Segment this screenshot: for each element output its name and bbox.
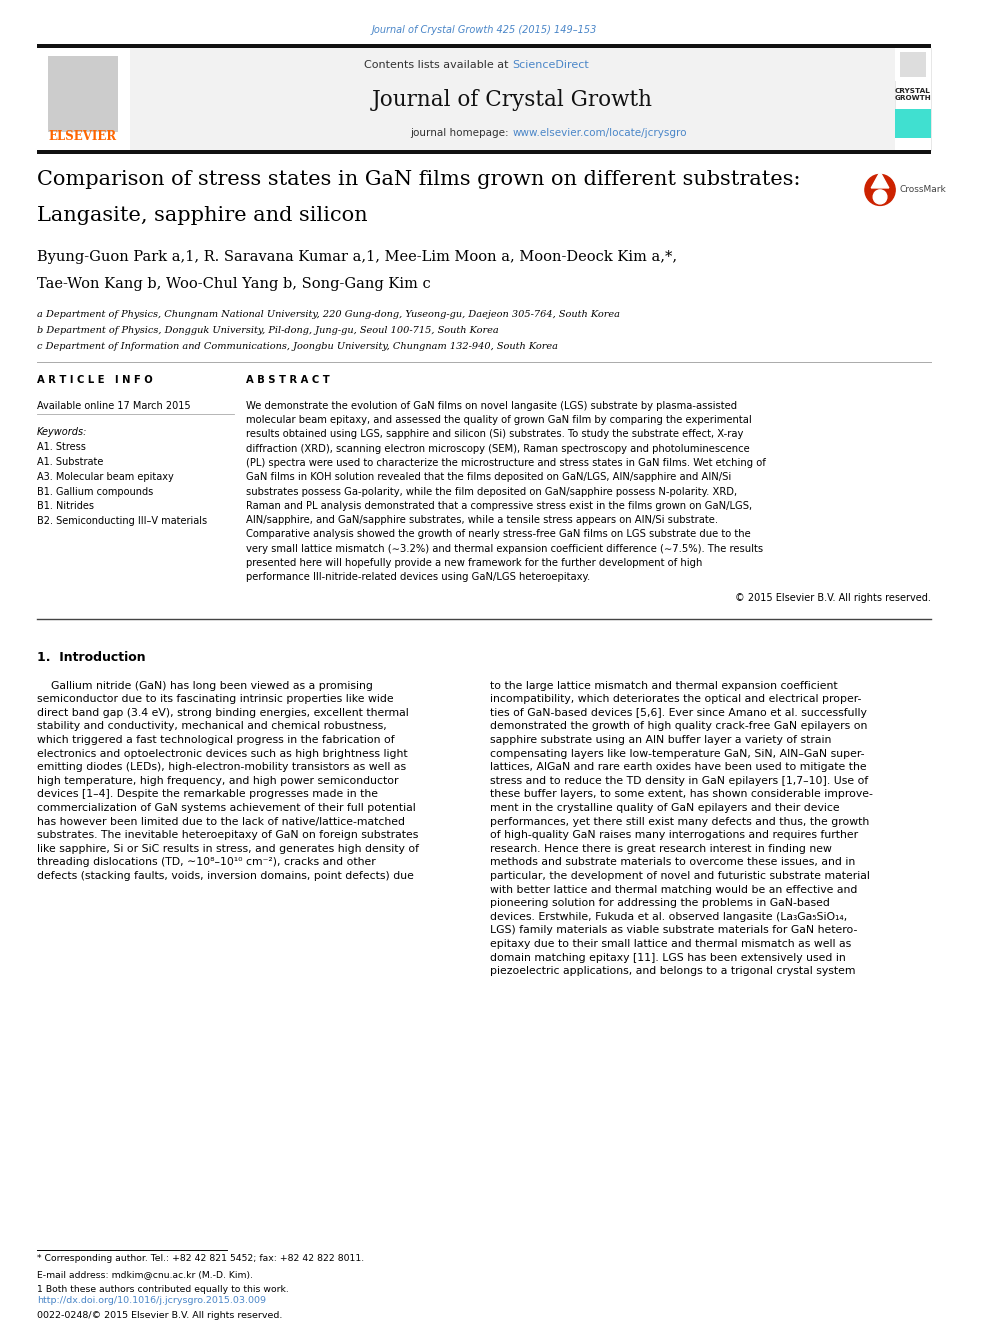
Text: A B S T R A C T: A B S T R A C T: [246, 374, 329, 385]
Circle shape: [865, 175, 895, 205]
Text: http://dx.doi.org/10.1016/j.jcrysgro.2015.03.009: http://dx.doi.org/10.1016/j.jcrysgro.201…: [37, 1297, 266, 1306]
Text: demonstrated the growth of high quality crack-free GaN epilayers on: demonstrated the growth of high quality …: [490, 721, 867, 732]
Text: We demonstrate the evolution of GaN films on novel langasite (LGS) substrate by : We demonstrate the evolution of GaN film…: [246, 401, 737, 411]
Text: direct band gap (3.4 eV), strong binding energies, excellent thermal: direct band gap (3.4 eV), strong binding…: [37, 708, 409, 718]
Bar: [895, 48, 930, 149]
Text: ties of GaN-based devices [5,6]. Ever since Amano et al. successfully: ties of GaN-based devices [5,6]. Ever si…: [490, 708, 867, 718]
Text: Raman and PL analysis demonstrated that a compressive stress exist in the films : Raman and PL analysis demonstrated that …: [246, 501, 752, 511]
Text: Comparative analysis showed the growth of nearly stress-free GaN films on LGS su: Comparative analysis showed the growth o…: [246, 529, 751, 540]
Text: emitting diodes (LEDs), high-electron-mobility transistors as well as: emitting diodes (LEDs), high-electron-mo…: [37, 762, 406, 773]
Text: © 2015 Elsevier B.V. All rights reserved.: © 2015 Elsevier B.V. All rights reserved…: [735, 593, 930, 603]
Text: 1 Both these authors contributed equally to this work.: 1 Both these authors contributed equally…: [37, 1285, 289, 1294]
Text: diffraction (XRD), scanning electron microscopy (SEM), Raman spectroscopy and ph: diffraction (XRD), scanning electron mic…: [246, 443, 750, 454]
Text: Tae-Won Kang b, Woo-Chul Yang b, Song-Gang Kim c: Tae-Won Kang b, Woo-Chul Yang b, Song-Ga…: [37, 277, 431, 291]
Text: B2. Semiconducting III–V materials: B2. Semiconducting III–V materials: [37, 516, 207, 527]
Text: performances, yet there still exist many defects and thus, the growth: performances, yet there still exist many…: [490, 816, 869, 827]
Text: devices [1–4]. Despite the remarkable progresses made in the: devices [1–4]. Despite the remarkable pr…: [37, 790, 378, 799]
Text: semiconductor due to its fascinating intrinsic properties like wide: semiconductor due to its fascinating int…: [37, 695, 394, 704]
Text: Journal of Crystal Growth 425 (2015) 149–153: Journal of Crystal Growth 425 (2015) 149…: [371, 25, 596, 34]
Text: threading dislocations (TD, ∼10⁸–10¹⁰ cm⁻²), cracks and other: threading dislocations (TD, ∼10⁸–10¹⁰ cm…: [37, 857, 376, 868]
Text: Journal of Crystal Growth: Journal of Crystal Growth: [372, 89, 653, 111]
Text: to the large lattice mismatch and thermal expansion coefficient: to the large lattice mismatch and therma…: [490, 680, 837, 691]
Text: c Department of Information and Communications, Joongbu University, Chungnam 132: c Department of Information and Communic…: [37, 343, 558, 352]
Text: Comparison of stress states in GaN films grown on different substrates:: Comparison of stress states in GaN films…: [37, 169, 801, 189]
Text: b Department of Physics, Dongguk University, Pil-dong, Jung-gu, Seoul 100-715, S: b Department of Physics, Dongguk Univers…: [37, 325, 499, 335]
Text: these buffer layers, to some extent, has shown considerable improve-: these buffer layers, to some extent, has…: [490, 790, 873, 799]
Text: with better lattice and thermal matching would be an effective and: with better lattice and thermal matching…: [490, 885, 857, 894]
Text: presented here will hopefully provide a new framework for the further developmen: presented here will hopefully provide a …: [246, 558, 702, 568]
Text: Gallium nitride (GaN) has long been viewed as a promising: Gallium nitride (GaN) has long been view…: [37, 680, 373, 691]
Text: piezoelectric applications, and belongs to a trigonal crystal system: piezoelectric applications, and belongs …: [490, 966, 855, 976]
Text: results obtained using LGS, sapphire and silicon (Si) substrates. To study the s: results obtained using LGS, sapphire and…: [246, 430, 743, 439]
Text: research. Hence there is great research interest in finding new: research. Hence there is great research …: [490, 844, 831, 853]
Text: methods and substrate materials to overcome these issues, and in: methods and substrate materials to overc…: [490, 857, 855, 868]
Text: ment in the crystalline quality of GaN epilayers and their device: ment in the crystalline quality of GaN e…: [490, 803, 839, 812]
Bar: [37, 44, 930, 48]
Bar: [37, 48, 130, 149]
Text: LGS) family materials as viable substrate materials for GaN hetero-: LGS) family materials as viable substrat…: [490, 925, 857, 935]
Text: CRYSTAL
GROWTH: CRYSTAL GROWTH: [895, 89, 931, 102]
Text: epitaxy due to their small lattice and thermal mismatch as well as: epitaxy due to their small lattice and t…: [490, 939, 851, 949]
Text: AlN/sapphire, and GaN/sapphire substrates, while a tensile stress appears on AlN: AlN/sapphire, and GaN/sapphire substrate…: [246, 515, 718, 525]
Text: Available online 17 March 2015: Available online 17 March 2015: [37, 401, 190, 411]
Bar: [895, 48, 930, 81]
Text: Langasite, sapphire and silicon: Langasite, sapphire and silicon: [37, 206, 368, 225]
Text: stress and to reduce the TD density in GaN epilayers [1,7–10]. Use of: stress and to reduce the TD density in G…: [490, 775, 868, 786]
Text: incompatibility, which deteriorates the optical and electrical proper-: incompatibility, which deteriorates the …: [490, 695, 861, 704]
Bar: [895, 138, 930, 149]
Text: a Department of Physics, Chungnam National University, 220 Gung-dong, Yuseong-gu: a Department of Physics, Chungnam Nation…: [37, 310, 620, 319]
Text: substrates. The inevitable heteroepitaxy of GaN on foreign substrates: substrates. The inevitable heteroepitaxy…: [37, 830, 419, 840]
Text: substrates possess Ga-polarity, while the film deposited on GaN/sapphire possess: substrates possess Ga-polarity, while th…: [246, 487, 737, 496]
Text: electronics and optoelectronic devices such as high brightness light: electronics and optoelectronic devices s…: [37, 749, 408, 758]
Text: lattices, AlGaN and rare earth oxides have been used to mitigate the: lattices, AlGaN and rare earth oxides ha…: [490, 762, 866, 773]
Text: GaN films in KOH solution revealed that the films deposited on GaN/LGS, AlN/sapp: GaN films in KOH solution revealed that …: [246, 472, 731, 483]
Text: * Corresponding author. Tel.: +82 42 821 5452; fax: +82 42 822 8011.: * Corresponding author. Tel.: +82 42 821…: [37, 1254, 364, 1263]
Text: A R T I C L E   I N F O: A R T I C L E I N F O: [37, 374, 153, 385]
Text: defects (stacking faults, voids, inversion domains, point defects) due: defects (stacking faults, voids, inversi…: [37, 871, 414, 881]
Text: E-mail address: mdkim@cnu.ac.kr (M.-D. Kim).: E-mail address: mdkim@cnu.ac.kr (M.-D. K…: [37, 1270, 253, 1279]
Text: 0022-0248/© 2015 Elsevier B.V. All rights reserved.: 0022-0248/© 2015 Elsevier B.V. All right…: [37, 1311, 283, 1320]
Text: compensating layers like low-temperature GaN, SiN, AlN–GaN super-: compensating layers like low-temperature…: [490, 749, 864, 758]
Text: sapphire substrate using an AlN buffer layer a variety of strain: sapphire substrate using an AlN buffer l…: [490, 736, 831, 745]
Text: pioneering solution for addressing the problems in GaN-based: pioneering solution for addressing the p…: [490, 898, 829, 908]
Text: like sapphire, Si or SiC results in stress, and generates high density of: like sapphire, Si or SiC results in stre…: [37, 844, 419, 853]
Text: performance III-nitride-related devices using GaN/LGS heteroepitaxy.: performance III-nitride-related devices …: [246, 573, 590, 582]
Text: A3. Molecular beam epitaxy: A3. Molecular beam epitaxy: [37, 472, 174, 482]
Polygon shape: [871, 172, 889, 188]
Text: stability and conductivity, mechanical and chemical robustness,: stability and conductivity, mechanical a…: [37, 721, 387, 732]
Text: ScienceDirect: ScienceDirect: [512, 60, 589, 70]
Text: www.elsevier.com/locate/jcrysgro: www.elsevier.com/locate/jcrysgro: [512, 128, 686, 138]
Text: has however been limited due to the lack of native/lattice-matched: has however been limited due to the lack…: [37, 816, 405, 827]
Text: devices. Erstwhile, Fukuda et al. observed langasite (La₃Ga₅SiO₁₄,: devices. Erstwhile, Fukuda et al. observ…: [490, 912, 847, 922]
Text: domain matching epitaxy [11]. LGS has been extensively used in: domain matching epitaxy [11]. LGS has be…: [490, 953, 845, 963]
Text: very small lattice mismatch (∼3.2%) and thermal expansion coefficient difference: very small lattice mismatch (∼3.2%) and …: [246, 544, 763, 554]
Bar: [900, 52, 926, 77]
Text: journal homepage:: journal homepage:: [411, 128, 512, 138]
Text: which triggered a fast technological progress in the fabrication of: which triggered a fast technological pro…: [37, 736, 395, 745]
Circle shape: [873, 191, 887, 204]
Text: Contents lists available at: Contents lists available at: [364, 60, 512, 70]
Bar: [48, 57, 118, 132]
Text: (PL) spectra were used to characterize the microstructure and stress states in G: (PL) spectra were used to characterize t…: [246, 458, 766, 468]
Text: A1. Stress: A1. Stress: [37, 442, 86, 452]
Text: A1. Substrate: A1. Substrate: [37, 458, 103, 467]
Text: B1. Nitrides: B1. Nitrides: [37, 501, 94, 512]
Bar: [37, 149, 930, 155]
Bar: [130, 48, 895, 149]
Text: CrossMark: CrossMark: [900, 185, 946, 194]
Text: particular, the development of novel and futuristic substrate material: particular, the development of novel and…: [490, 871, 870, 881]
Text: high temperature, high frequency, and high power semiconductor: high temperature, high frequency, and hi…: [37, 775, 399, 786]
Text: B1. Gallium compounds: B1. Gallium compounds: [37, 487, 154, 496]
Text: ELSEVIER: ELSEVIER: [49, 130, 117, 143]
Text: molecular beam epitaxy, and assessed the quality of grown GaN film by comparing : molecular beam epitaxy, and assessed the…: [246, 415, 752, 425]
Text: Byung-Guon Park a,1, R. Saravana Kumar a,1, Mee-Lim Moon a, Moon-Deock Kim a,*,: Byung-Guon Park a,1, R. Saravana Kumar a…: [37, 250, 678, 263]
Text: commercialization of GaN systems achievement of their full potential: commercialization of GaN systems achieve…: [37, 803, 416, 812]
Text: 1.  Introduction: 1. Introduction: [37, 651, 146, 664]
Bar: [895, 110, 930, 138]
Text: of high-quality GaN raises many interrogations and requires further: of high-quality GaN raises many interrog…: [490, 830, 858, 840]
Text: Keywords:: Keywords:: [37, 427, 87, 437]
